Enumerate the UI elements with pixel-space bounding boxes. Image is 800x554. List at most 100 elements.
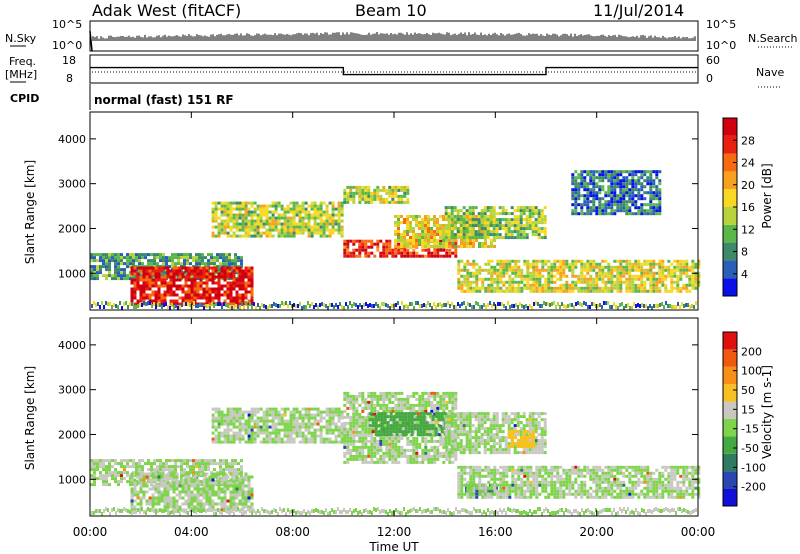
velocity-heatmap (90, 391, 701, 516)
heat-cell (259, 216, 263, 220)
cpid-text: normal (fast) 151 RF (94, 93, 234, 107)
heat-cell (471, 221, 475, 225)
heat-cell (238, 278, 242, 282)
heat-cell (130, 281, 134, 285)
heat-cell (637, 176, 641, 180)
heat-cell (325, 213, 329, 217)
heat-cell (130, 266, 134, 270)
heat-cell (513, 236, 517, 240)
heat-cell (538, 286, 542, 290)
heat-cell (310, 413, 314, 417)
heat-cell (346, 391, 350, 395)
heat-cell (207, 465, 210, 469)
heat-cell (652, 277, 656, 281)
heat-cell (415, 301, 417, 305)
heat-cell (232, 472, 236, 476)
heat-cell (229, 290, 233, 294)
heat-cell (172, 302, 176, 306)
heat-cell (580, 286, 584, 290)
heat-cell (174, 253, 177, 257)
heat-cell (574, 200, 578, 204)
heat-cell (217, 407, 221, 411)
heat-cell (658, 277, 662, 281)
heat-cell (613, 179, 617, 183)
heat-cell (238, 410, 242, 414)
heat-cell (328, 234, 332, 238)
heat-cell (544, 283, 548, 287)
heat-cell (595, 176, 599, 180)
heat-cell (352, 394, 356, 398)
heat-cell (157, 484, 161, 488)
nsky-left-label: N.Sky (5, 32, 37, 45)
heat-cell (229, 299, 233, 303)
heat-cell (232, 213, 236, 217)
heat-cell (579, 302, 581, 306)
heat-cell (379, 194, 383, 198)
heat-cell (349, 436, 353, 440)
heat-cell (667, 268, 671, 272)
heat-cell (150, 480, 153, 484)
heat-cell (406, 191, 410, 195)
heat-cell (214, 290, 218, 294)
heat-cell (214, 293, 218, 297)
heat-cell (217, 422, 221, 426)
heat-cell (180, 459, 183, 463)
heat-cell (502, 280, 506, 284)
heat-cell (126, 462, 129, 466)
heat-cell (421, 245, 424, 248)
heat-cell (501, 224, 505, 228)
heat-cell (451, 251, 455, 255)
heat-cell (154, 496, 158, 500)
heat-cell (211, 425, 215, 429)
heat-cell (361, 421, 365, 425)
heat-cell (126, 253, 129, 257)
heat-cell (433, 245, 436, 248)
heat-cell (370, 448, 374, 452)
heat-cell (658, 194, 662, 198)
heat-cell (193, 266, 197, 270)
heat-cell (319, 228, 323, 232)
heat-cell (150, 259, 153, 263)
heat-cell (192, 465, 195, 469)
heat-cell (559, 265, 563, 269)
nsky-right-tick-top: 10^5 (706, 18, 736, 31)
heat-cell (166, 275, 170, 279)
heat-cell (625, 170, 629, 174)
heat-cell (154, 484, 158, 488)
heat-cell (211, 484, 215, 488)
heat-cell (237, 256, 240, 260)
heat-cell (132, 462, 135, 466)
heat-cell (352, 197, 356, 201)
heat-cell (574, 286, 578, 290)
heat-cell (403, 218, 406, 221)
heat-cell (346, 200, 350, 204)
heat-cell (280, 207, 284, 211)
heat-cell (259, 407, 263, 411)
heat-cell (601, 173, 605, 177)
heat-cell (325, 428, 329, 432)
heat-cell (472, 286, 476, 290)
heat-cell (187, 296, 191, 300)
heat-cell (385, 197, 389, 201)
heat-cell (325, 222, 329, 226)
heat-cell (208, 296, 212, 300)
heat-cell (367, 254, 371, 258)
heat-cell (96, 274, 99, 278)
heat-cell (376, 403, 380, 407)
heat-cell (241, 219, 245, 223)
heat-cell (289, 210, 293, 214)
heat-cell (511, 286, 515, 290)
heat-cell (450, 206, 454, 210)
heat-cell (280, 228, 284, 232)
heat-cell (130, 487, 134, 491)
heat-cell (418, 221, 421, 224)
heat-cell (373, 409, 377, 413)
heat-cell (370, 242, 374, 246)
heat-cell (433, 233, 436, 236)
heat-cell (358, 403, 362, 407)
heat-cell (271, 216, 275, 220)
heat-cell (217, 484, 221, 488)
heat-cell (670, 274, 674, 278)
heat-cell (205, 502, 209, 506)
heat-cell (193, 281, 197, 285)
